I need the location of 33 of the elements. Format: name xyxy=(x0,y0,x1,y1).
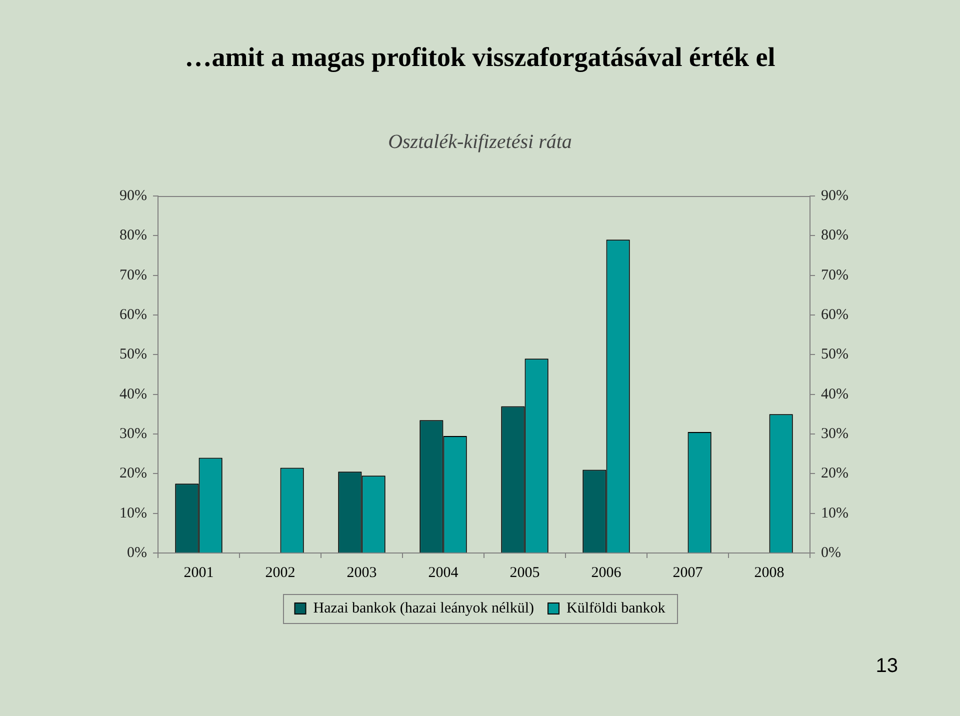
y2-tick-label: 30% xyxy=(821,426,848,442)
y-tick-label: 60% xyxy=(120,306,147,323)
x-tick-label: 2004 xyxy=(428,564,459,581)
y2-tick-label: 20% xyxy=(821,466,848,482)
x-tick-label: 2001 xyxy=(184,564,214,581)
x-tick-label: 2005 xyxy=(510,564,540,581)
y2-tick-label: 90% xyxy=(821,188,848,204)
y-tick-label: 40% xyxy=(120,386,147,402)
y2-tick-label: 0% xyxy=(821,544,841,561)
y-tick-label: 70% xyxy=(120,267,147,284)
legend-label: Hazai bankok (hazai leányok nélkül) xyxy=(313,600,534,616)
x-tick-label: 2006 xyxy=(591,564,622,581)
x-tick-label: 2002 xyxy=(265,564,296,581)
y-tick-label: 50% xyxy=(120,346,147,363)
y-tick-label: 80% xyxy=(120,228,147,244)
y-tick-label: 0% xyxy=(127,544,147,561)
y-tick-label: 10% xyxy=(120,505,147,522)
y2-tick-label: 60% xyxy=(821,306,848,323)
y2-tick-label: 80% xyxy=(821,228,848,244)
x-tick-label: 2003 xyxy=(346,564,377,581)
text: 13 xyxy=(876,655,898,678)
y2-tick-label: 10% xyxy=(821,505,848,522)
y-tick-label: 90% xyxy=(120,188,147,204)
legend-label: Külföldi bankok xyxy=(566,600,666,616)
y-tick-label: 30% xyxy=(120,426,147,442)
chart-subtitle: Osztalék-kifizetési ráta xyxy=(387,131,573,154)
chart-title: …amit a magas profitok visszaforgatásával érték el xyxy=(184,42,776,73)
x-tick-label: 2007 xyxy=(672,564,704,581)
y2-tick-label: 70% xyxy=(821,267,848,284)
y2-tick-label: 40% xyxy=(821,386,848,402)
y2-tick-label: 50% xyxy=(821,346,848,363)
x-tick-label: 2008 xyxy=(754,564,784,581)
y-tick-label: 20% xyxy=(120,466,147,482)
